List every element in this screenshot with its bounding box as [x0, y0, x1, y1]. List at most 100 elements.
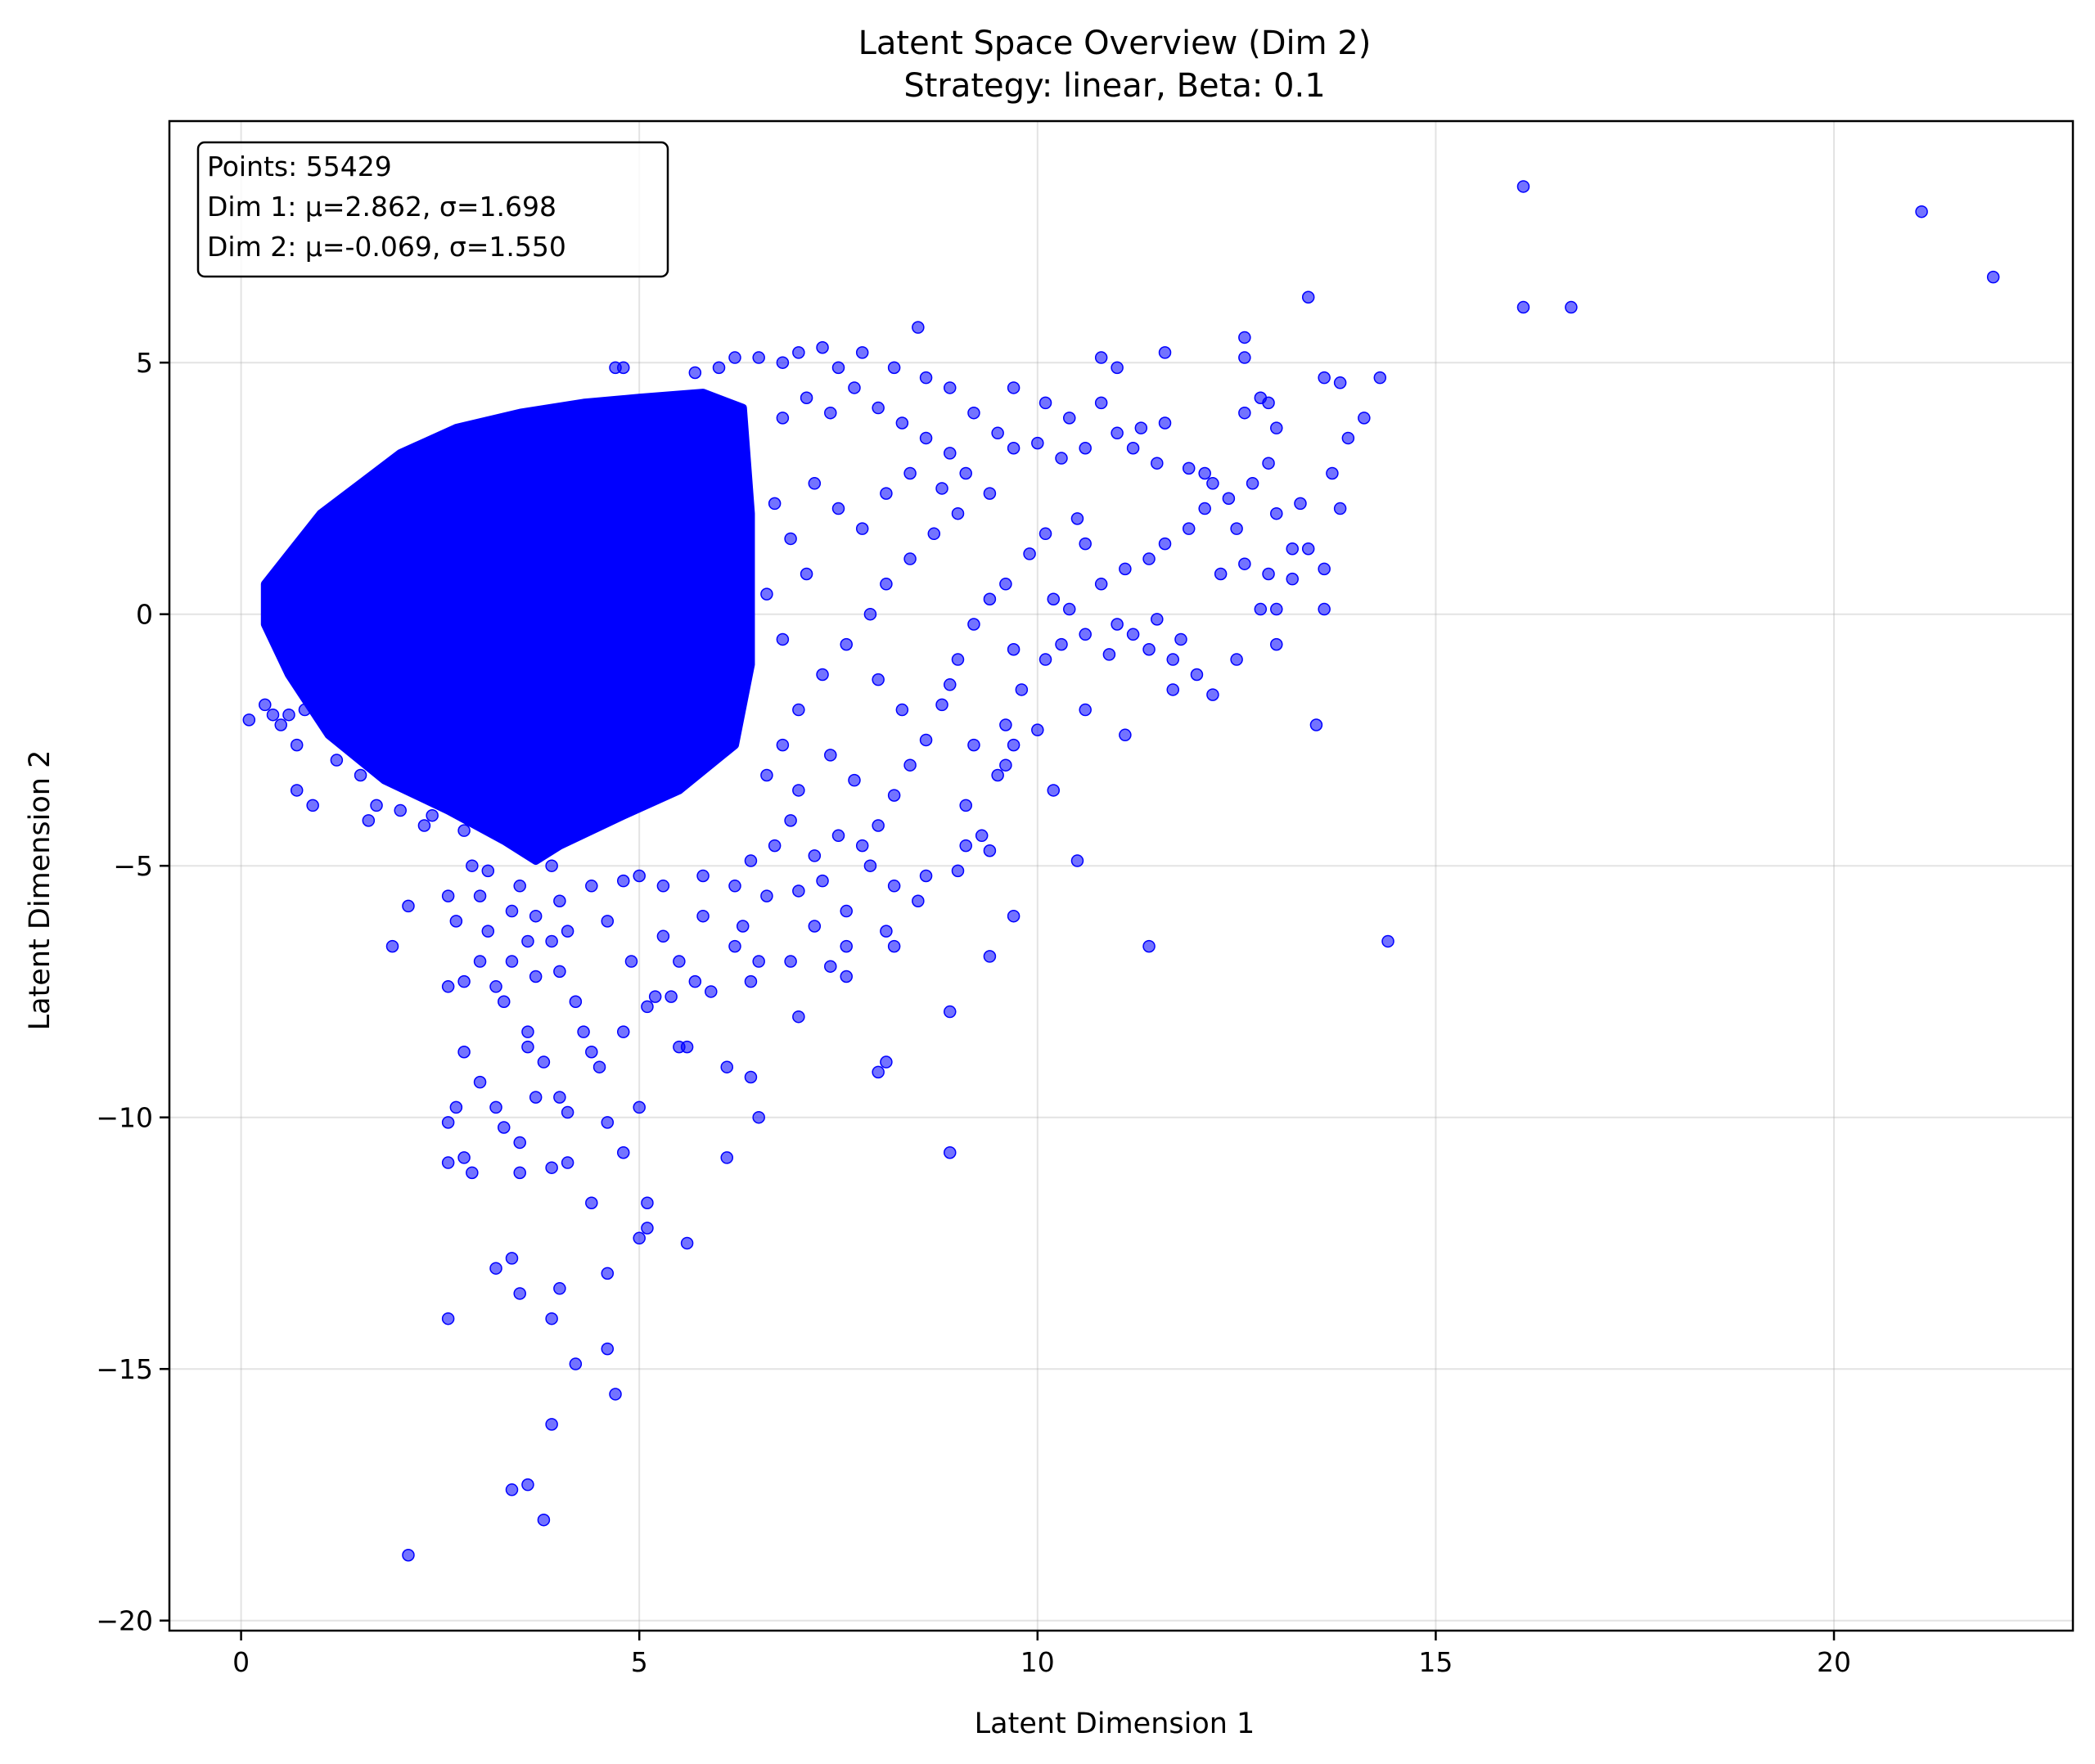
data-point [1007, 643, 1020, 656]
y-tick-label: 5 [136, 347, 153, 379]
data-point [529, 909, 543, 923]
data-point [1126, 628, 1140, 641]
data-point [441, 1312, 455, 1325]
data-point [601, 915, 615, 928]
x-tick-label: 15 [1418, 1646, 1453, 1678]
data-point [895, 416, 909, 430]
data-point [561, 1156, 574, 1169]
data-point [919, 371, 933, 385]
data-point [1333, 502, 1347, 515]
data-point [800, 391, 813, 404]
data-point [665, 990, 678, 1003]
data-point [1094, 351, 1108, 364]
data-point [592, 1060, 606, 1073]
data-point [776, 356, 790, 369]
data-point [1142, 552, 1156, 565]
stats-line-dim1: Dim 1: μ=2.862, σ=1.698 [207, 191, 556, 223]
data-point [1262, 396, 1275, 410]
data-point [633, 1231, 646, 1245]
data-point [991, 768, 1004, 782]
data-point [1230, 653, 1243, 666]
data-point [498, 1121, 511, 1134]
data-point [912, 894, 925, 907]
data-point [1182, 461, 1196, 475]
data-point [760, 889, 773, 902]
data-point [609, 1388, 622, 1401]
data-point [569, 1357, 583, 1370]
data-point [1062, 412, 1076, 425]
data-point [1262, 567, 1275, 581]
data-point [1238, 351, 1251, 364]
data-point [840, 939, 853, 953]
data-point [1038, 527, 1052, 541]
y-tick-label: −5 [113, 850, 153, 882]
data-point [1111, 426, 1124, 440]
data-point [1134, 421, 1148, 434]
data-point [776, 632, 790, 646]
data-point [561, 1105, 574, 1119]
data-point [521, 1025, 534, 1038]
data-point [1286, 572, 1299, 586]
data-point [1286, 542, 1299, 556]
x-axis-label: Latent Dimension 1 [975, 1708, 1255, 1740]
data-point [1055, 637, 1068, 651]
data-point [840, 637, 853, 651]
data-point [944, 447, 957, 460]
data-point [505, 1483, 519, 1496]
data-point [887, 880, 901, 893]
y-tick-label: −15 [96, 1353, 153, 1385]
data-point [1238, 406, 1251, 420]
data-point [1198, 502, 1211, 515]
axis-ticks: 0 5 10 15 20 5 0 −5 −10 −15 −20 [96, 347, 1851, 1678]
data-point [760, 587, 773, 601]
data-point [1007, 442, 1020, 455]
data-point [816, 341, 829, 354]
data-point [720, 1151, 734, 1164]
data-point [1015, 683, 1029, 696]
data-point [585, 1196, 598, 1209]
data-point [1151, 613, 1164, 626]
grid-lines [169, 121, 2073, 1631]
data-point [521, 1040, 534, 1054]
data-point [705, 985, 718, 998]
stats-line-dim2: Dim 2: μ=-0.069, σ=1.550 [207, 231, 566, 263]
data-point [513, 1166, 526, 1180]
data-point [744, 974, 758, 988]
data-point [545, 1418, 558, 1431]
data-point [1270, 637, 1283, 651]
data-point [744, 854, 758, 867]
data-point [1094, 578, 1108, 591]
data-point [417, 819, 431, 832]
data-point [601, 1116, 615, 1129]
data-point [1119, 728, 1132, 742]
data-point [720, 1060, 734, 1073]
data-point [513, 1136, 526, 1150]
data-point [1047, 784, 1061, 797]
data-point [824, 749, 837, 762]
data-point [1094, 396, 1108, 410]
data-point [585, 1046, 598, 1059]
data-point [880, 578, 893, 591]
data-point [402, 899, 415, 913]
data-point [633, 869, 646, 883]
data-point [752, 351, 765, 364]
data-point [545, 934, 558, 948]
data-point [426, 808, 439, 822]
data-point [1158, 416, 1172, 430]
data-point [919, 869, 933, 883]
data-point [680, 1040, 694, 1054]
data-point [983, 487, 997, 500]
data-point [951, 653, 965, 666]
data-point [394, 803, 407, 817]
data-point [951, 506, 965, 520]
data-point [768, 497, 782, 511]
data-point [466, 1166, 479, 1180]
data-point [521, 1478, 534, 1492]
data-point [935, 482, 948, 495]
data-point [466, 859, 479, 872]
data-point [752, 955, 765, 968]
data-point [1381, 934, 1394, 948]
data-point [1190, 668, 1204, 682]
data-point [1301, 290, 1315, 304]
